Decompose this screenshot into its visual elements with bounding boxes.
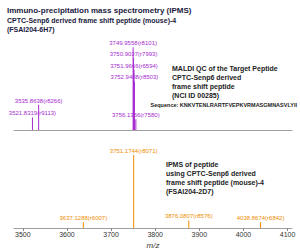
svg-text:(FSAI204-6H7): (FSAI204-6H7) xyxy=(7,26,54,34)
svg-text:frame shift peptide (mouse)-4: frame shift peptide (mouse)-4 xyxy=(166,179,264,187)
svg-text:3751.1744(r8071): 3751.1744(r8071) xyxy=(110,148,158,154)
svg-text:3600: 3600 xyxy=(59,231,75,238)
svg-text:frame shift peptide: frame shift peptide xyxy=(172,83,235,91)
svg-text:CPTC-Senp6 derived: CPTC-Senp6 derived xyxy=(172,74,241,82)
svg-text:4000: 4000 xyxy=(236,231,252,238)
svg-text:3751.9666(r6594): 3751.9666(r6594) xyxy=(110,63,158,69)
svg-text:3521.8319(r9113): 3521.8319(r9113) xyxy=(9,110,56,116)
svg-text:3876.0807(r8576): 3876.0807(r8576) xyxy=(165,213,213,219)
svg-text:(FSAI204-2D7): (FSAI204-2D7) xyxy=(166,188,213,196)
svg-text:MALDI QC of the Target Peptide: MALDI QC of the Target Peptide xyxy=(172,65,278,73)
svg-text:IPMS of peptide: IPMS of peptide xyxy=(166,161,219,169)
svg-text:3700: 3700 xyxy=(103,231,119,238)
svg-text:4038.8674(r6842): 4038.8674(r6842) xyxy=(237,215,285,221)
svg-text:3800: 3800 xyxy=(147,231,163,238)
svg-text:3750.9037(r7993): 3750.9037(r7993) xyxy=(110,51,158,57)
svg-text:CPTC-Senp6 derived frame shift: CPTC-Senp6 derived frame shift peptide (… xyxy=(7,17,176,25)
svg-text:using CPTC-Senp6 derived: using CPTC-Senp6 derived xyxy=(166,170,256,178)
svg-text:m/z: m/z xyxy=(147,241,160,250)
svg-text:3756.1366(r7580): 3756.1366(r7580) xyxy=(112,112,160,118)
svg-text:3900: 3900 xyxy=(192,231,208,238)
svg-text:3749.9558(r8101): 3749.9558(r8101) xyxy=(109,40,157,46)
svg-text:(NCI ID 00285): (NCI ID 00285) xyxy=(172,92,219,100)
svg-text:3637.1288(r6007): 3637.1288(r6007) xyxy=(59,215,107,221)
svg-text:4100: 4100 xyxy=(280,231,296,238)
svg-text:Sequence: KNKVTENLRARTFVEPKVRM: Sequence: KNKVTENLRARTFVEPKVRMASGMNASVLY… xyxy=(151,102,298,108)
svg-text:3500: 3500 xyxy=(15,231,31,238)
svg-text:3752.9488(r8503): 3752.9488(r8503) xyxy=(111,74,159,80)
svg-text:3535.8638(r8266): 3535.8638(r8266) xyxy=(15,98,63,104)
svg-text:Immuno-precipitation mass spec: Immuno-precipitation mass spectrometry (… xyxy=(7,6,192,15)
